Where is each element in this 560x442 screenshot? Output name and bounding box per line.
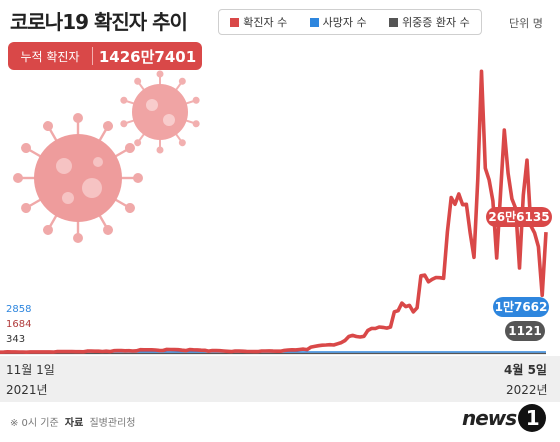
deaths-end-callout: 1만7662 [493, 297, 549, 317]
news1-logo: news 1 [462, 404, 547, 432]
legend-item-cases: 확진자 수 [230, 14, 287, 30]
deaths-swatch-icon [309, 17, 319, 27]
source-footer: ※ 0시 기준 자료 질병관리청 [10, 414, 135, 429]
cumulative-label: 누적 확진자 [20, 49, 80, 64]
footer-note: ※ 0시 기준 [10, 418, 59, 429]
unit-label: 단위 명 [509, 17, 543, 30]
source-label: 자료 [64, 418, 84, 429]
x-axis-band [0, 356, 560, 402]
deaths-start-label: 2858 [6, 304, 32, 315]
cumulative-badge: 누적 확진자 1426만7401 [8, 42, 202, 70]
critical-swatch-icon [389, 17, 399, 27]
x-start-date: 11월 1일 [6, 363, 55, 377]
cases-start-label: 1684 [6, 319, 32, 330]
legend-item-critical: 위중증 환자 수 [389, 14, 470, 30]
critical-end-callout: 1121 [505, 321, 545, 341]
virus-illustration-icon [11, 70, 202, 245]
x-end-year: 2022년 [506, 383, 548, 397]
legend-label-cases: 확진자 수 [243, 16, 288, 29]
legend-label-deaths: 사망자 수 [322, 16, 367, 29]
x-end-date: 4월 5일 [504, 363, 547, 377]
logo-mark: 1 [518, 404, 547, 432]
critical-start-label: 343 [6, 334, 26, 345]
x-start-year: 2021년 [6, 383, 48, 397]
legend-item-deaths: 사망자 수 [309, 14, 367, 30]
legend: 확진자 수 사망자 수 위중증 환자 수 [218, 9, 482, 35]
cases-swatch-icon [230, 17, 240, 27]
chart-title: 코로나19 확진자 추이 [10, 10, 188, 34]
legend-label-critical: 위중증 환자 수 [402, 16, 470, 29]
badge-divider [92, 47, 93, 65]
cases-line [0, 69, 548, 355]
cumulative-value: 1426만7401 [98, 47, 197, 66]
source-name: 질병관리청 [89, 418, 136, 429]
cases-end-callout: 26만6135 [486, 207, 552, 227]
logo-text: news [462, 406, 517, 430]
